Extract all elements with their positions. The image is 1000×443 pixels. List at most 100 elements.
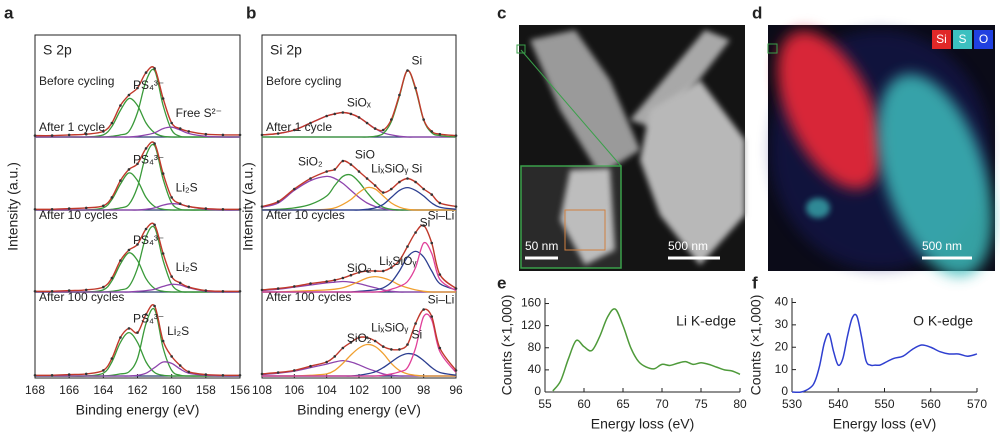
data-point	[357, 336, 361, 339]
spectrum-label: After 10 cycles	[266, 208, 345, 222]
component-label: Li₂S	[176, 260, 198, 274]
data-point	[84, 288, 88, 292]
data-point	[50, 208, 54, 211]
data-point	[438, 273, 442, 276]
component-curve	[34, 126, 241, 138]
data-point	[119, 104, 122, 107]
component-label: Free S²⁻	[176, 106, 222, 120]
x-tick-label: 530	[782, 397, 802, 411]
spectrum-label: After 100 cycles	[39, 290, 124, 304]
data-point	[414, 231, 417, 234]
data-point	[365, 336, 369, 339]
component-curve	[261, 280, 456, 293]
y-tick-label: 40	[775, 295, 789, 309]
data-point	[221, 133, 225, 137]
data-point	[178, 364, 182, 367]
data-point	[119, 336, 122, 339]
data-point	[276, 371, 280, 374]
component-label: Li₂S	[176, 181, 198, 195]
data-point	[276, 200, 280, 203]
data-point	[293, 369, 296, 372]
scale-label: 50 nm	[525, 239, 558, 253]
data-point	[325, 280, 328, 283]
data-point	[414, 180, 417, 184]
data-point	[33, 290, 37, 293]
particle	[640, 80, 745, 265]
data-point	[438, 346, 442, 350]
component-label: Si	[412, 328, 423, 342]
panel-letter: e	[497, 273, 506, 292]
data-point	[373, 127, 377, 130]
data-point	[276, 132, 280, 135]
component-curve	[262, 241, 457, 293]
x-tick-label: 164	[93, 383, 113, 397]
data-point	[260, 372, 264, 376]
data-point	[221, 290, 225, 293]
data-point	[260, 288, 264, 292]
component-label: Si	[412, 162, 423, 176]
x-tick-label: 550	[874, 397, 894, 411]
x-tick-label: 104	[317, 383, 337, 397]
legend-label: O	[979, 32, 988, 46]
x-tick-label: 560	[921, 397, 941, 411]
y-axis-label: Intensity (a.u.)	[5, 162, 21, 251]
panel-title: Si 2p	[270, 42, 302, 58]
data-point	[398, 348, 401, 351]
data-point	[50, 290, 54, 293]
data-point	[161, 172, 165, 175]
data-point	[406, 177, 409, 180]
data-point	[161, 252, 165, 255]
component-label: SiO₂	[347, 261, 372, 275]
data-point	[50, 134, 54, 137]
data-point	[293, 187, 296, 191]
data-point	[430, 241, 434, 245]
component-label: SiO	[355, 148, 375, 162]
data-point	[430, 315, 434, 318]
fit-curve	[261, 69, 457, 137]
y-axis-label: Intensity (a.u.)	[240, 162, 256, 251]
x-tick-label: 158	[196, 383, 216, 397]
data-point	[438, 132, 442, 136]
data-point	[390, 118, 393, 121]
data-point	[119, 259, 122, 262]
data-point	[438, 201, 442, 205]
x-tick-label: 162	[127, 383, 147, 397]
y-tick-label: 10	[775, 362, 789, 376]
data-point	[221, 208, 225, 211]
component-label: SiO₂	[298, 155, 323, 169]
x-tick-label: 108	[252, 383, 272, 397]
data-point	[430, 130, 434, 133]
data-point	[204, 373, 208, 376]
component-label: Si	[412, 54, 423, 68]
y-axis-label: Counts (×1,000)	[748, 295, 764, 396]
data-point	[454, 369, 458, 372]
component-curve	[261, 275, 456, 293]
component-label: SiOₓ	[347, 96, 371, 110]
data-point	[349, 273, 353, 277]
data-point	[178, 202, 182, 205]
legend-swatch	[953, 30, 972, 49]
scale-label: 500 nm	[922, 239, 962, 253]
data-point	[373, 184, 377, 187]
data-point	[153, 223, 156, 227]
particle	[630, 30, 730, 130]
data-point	[365, 177, 369, 180]
data-point	[161, 339, 165, 343]
component-curve	[34, 172, 240, 211]
component-label: LiₓSiOᵧ	[371, 162, 408, 176]
x-axis-label: Energy loss (eV)	[591, 416, 694, 432]
data-point	[398, 259, 401, 262]
data-point	[161, 97, 165, 100]
y-tick-label: 40	[528, 362, 542, 376]
s-signal	[806, 198, 830, 218]
legend-label: Si	[936, 32, 947, 46]
legend-swatch	[932, 30, 951, 49]
data-point	[110, 121, 114, 125]
y-tick-label: 0	[781, 384, 788, 398]
data-point	[454, 287, 458, 290]
data-point	[110, 357, 114, 360]
spectrum-label: After 1 cycle	[39, 120, 105, 134]
data-point	[325, 170, 328, 173]
data-point	[422, 187, 425, 191]
data-point	[357, 170, 361, 173]
